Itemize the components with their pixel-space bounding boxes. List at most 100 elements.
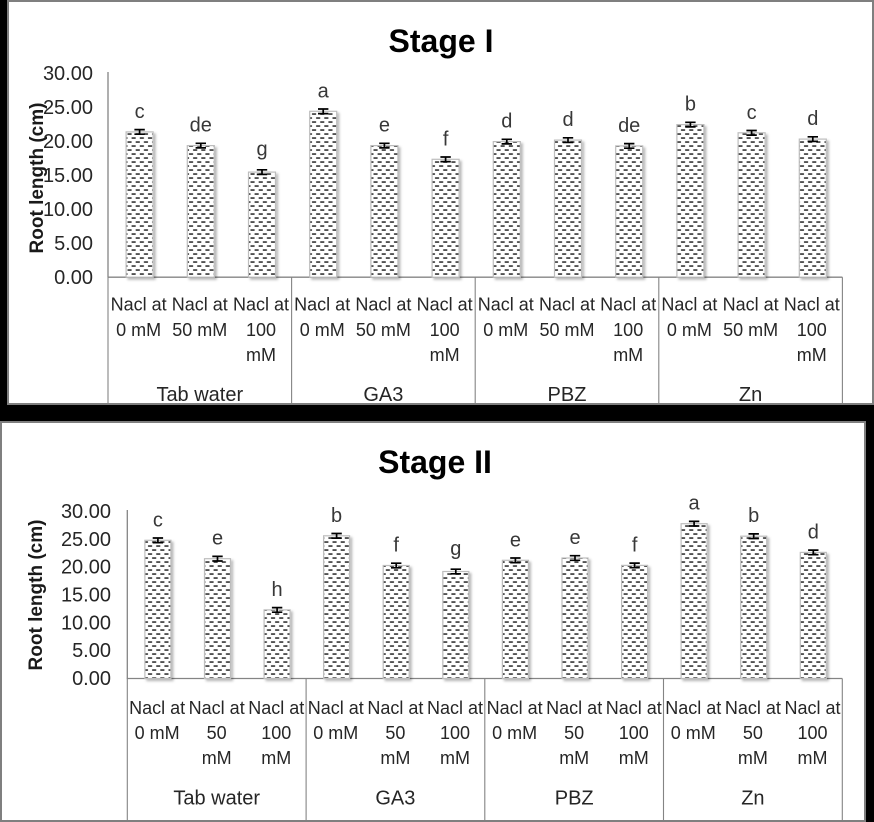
svg-text:d: d [808,521,819,543]
svg-text:mM: mM [797,345,827,365]
svg-text:e: e [569,527,580,549]
svg-text:mM: mM [440,748,470,768]
svg-text:Stage I: Stage I [389,23,494,59]
svg-text:d: d [501,111,512,133]
svg-text:Nacl at: Nacl at [189,698,245,718]
svg-text:50: 50 [385,723,405,743]
svg-text:100: 100 [797,320,827,340]
svg-text:GA3: GA3 [363,384,403,406]
svg-text:Nacl at: Nacl at [417,295,473,315]
svg-text:a: a [689,493,701,515]
svg-text:Nacl at: Nacl at [600,295,656,315]
svg-text:de: de [618,115,640,137]
svg-text:0 mM: 0 mM [671,723,716,743]
svg-text:0 mM: 0 mM [135,723,180,743]
svg-text:30.00: 30.00 [43,63,93,85]
svg-text:Tab water: Tab water [173,788,260,810]
svg-text:Nacl at: Nacl at [478,295,534,315]
svg-text:0.00: 0.00 [72,668,111,690]
svg-text:Nacl at: Nacl at [308,698,364,718]
svg-text:f: f [632,534,638,556]
svg-text:GA3: GA3 [375,788,415,810]
svg-text:100: 100 [619,723,649,743]
svg-text:f: f [443,128,449,150]
svg-text:Zn: Zn [741,788,764,810]
svg-text:Nacl at: Nacl at [665,698,721,718]
svg-text:mM: mM [246,345,276,365]
svg-text:Nacl at: Nacl at [723,295,779,315]
svg-text:100: 100 [613,320,643,340]
svg-text:0 mM: 0 mM [492,723,537,743]
svg-text:5.00: 5.00 [72,640,111,662]
svg-text:mM: mM [559,748,589,768]
svg-text:Nacl at: Nacl at [248,698,304,718]
svg-text:mM: mM [738,748,768,768]
svg-text:100: 100 [440,723,470,743]
svg-text:mM: mM [380,748,410,768]
svg-text:50 mM: 50 mM [172,320,227,340]
svg-text:0 mM: 0 mM [667,320,712,340]
svg-text:Zn: Zn [739,384,762,406]
svg-text:Tab water: Tab water [156,384,243,406]
svg-text:Stage II: Stage II [378,444,492,480]
svg-text:0 mM: 0 mM [483,320,528,340]
svg-text:mM: mM [430,345,460,365]
svg-text:Nacl at: Nacl at [355,295,411,315]
svg-text:0 mM: 0 mM [116,320,161,340]
svg-text:g: g [256,139,267,161]
svg-text:h: h [272,579,283,601]
svg-text:15.00: 15.00 [61,585,111,607]
svg-text:100: 100 [430,320,460,340]
svg-text:50: 50 [207,723,227,743]
svg-text:b: b [331,505,342,527]
svg-text:100: 100 [797,723,827,743]
svg-text:0.00: 0.00 [54,267,93,289]
svg-text:15.00: 15.00 [43,165,93,187]
svg-text:50 mM: 50 mM [539,320,594,340]
svg-text:d: d [562,109,573,131]
svg-text:100: 100 [246,320,276,340]
svg-text:Nacl at: Nacl at [294,295,350,315]
svg-text:10.00: 10.00 [61,612,111,634]
svg-text:20.00: 20.00 [61,557,111,579]
svg-text:Nacl at: Nacl at [233,295,289,315]
svg-text:100: 100 [261,723,291,743]
svg-text:c: c [135,101,145,123]
svg-text:b: b [685,94,696,116]
svg-text:Nacl at: Nacl at [487,698,543,718]
svg-text:Nacl at: Nacl at [539,295,595,315]
svg-text:50: 50 [564,723,584,743]
svg-text:5.00: 5.00 [54,233,93,255]
svg-text:0 mM: 0 mM [313,723,358,743]
svg-text:30.00: 30.00 [61,501,111,523]
svg-text:50 mM: 50 mM [356,320,411,340]
svg-text:25.00: 25.00 [61,529,111,551]
svg-text:PBZ: PBZ [555,788,594,810]
svg-text:Nacl at: Nacl at [172,295,228,315]
svg-text:Nacl at: Nacl at [661,295,717,315]
svg-text:mM: mM [798,748,828,768]
svg-text:g: g [450,538,461,560]
svg-text:Nacl at: Nacl at [129,698,185,718]
svg-text:de: de [190,115,212,137]
svg-text:b: b [748,505,759,527]
svg-text:mM: mM [613,345,643,365]
svg-text:10.00: 10.00 [43,199,93,221]
svg-text:a: a [318,80,330,102]
svg-text:PBZ: PBZ [548,384,587,406]
svg-text:50: 50 [743,723,763,743]
svg-text:c: c [747,102,757,124]
svg-text:20.00: 20.00 [43,131,93,153]
svg-text:Nacl at: Nacl at [111,295,167,315]
svg-text:d: d [807,108,818,130]
svg-text:50 mM: 50 mM [723,320,778,340]
svg-text:e: e [379,115,390,137]
svg-text:Nacl at: Nacl at [606,698,662,718]
svg-text:Nacl at: Nacl at [725,698,781,718]
svg-text:e: e [510,529,521,551]
svg-text:e: e [212,528,223,550]
svg-text:Nacl at: Nacl at [367,698,423,718]
svg-text:Nacl at: Nacl at [784,698,840,718]
svg-text:Nacl at: Nacl at [784,295,840,315]
svg-text:mM: mM [619,748,649,768]
